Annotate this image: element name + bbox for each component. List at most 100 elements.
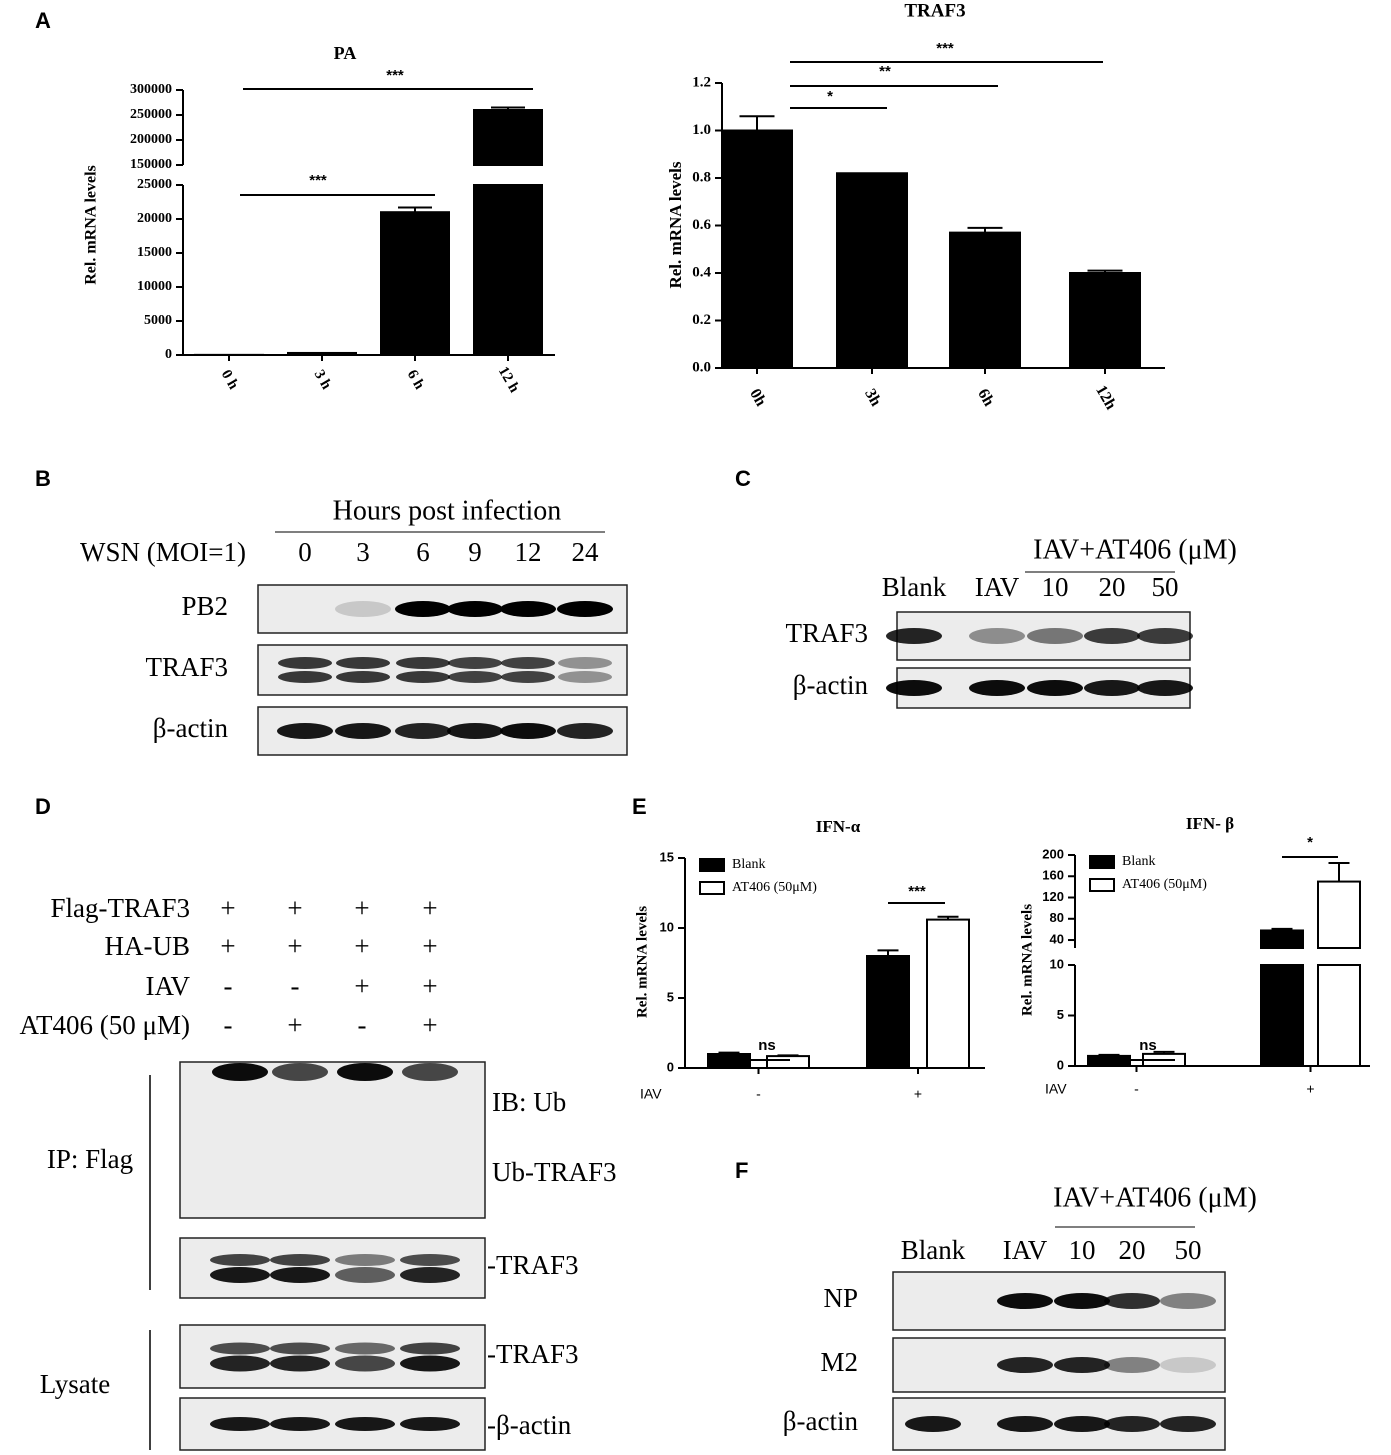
x-tick-label: -: [1134, 1081, 1139, 1097]
legend-swatch: [1089, 855, 1115, 869]
blot-band: [1054, 1416, 1110, 1432]
blot-band: [270, 1254, 330, 1266]
x-tick-label: 6h: [974, 386, 997, 409]
x-tick-label: 0 h: [218, 367, 242, 393]
blot-band: [969, 628, 1025, 644]
row-label: TRAF3: [785, 618, 868, 648]
blot-membrane: [257, 644, 628, 696]
y-tick-label: 0.8: [692, 169, 711, 185]
blot-band: [1104, 1416, 1160, 1432]
legend-label: Blank: [1122, 854, 1155, 869]
x-tick-label: +: [914, 1086, 922, 1102]
y-tick-label: 10: [660, 919, 674, 934]
y-tick-label: 200000: [130, 132, 172, 147]
row-label: β-actin: [783, 1406, 859, 1436]
significance-label: ns: [1139, 1037, 1157, 1054]
y-tick-label: 0.2: [692, 312, 711, 328]
significance-label: *: [1307, 834, 1313, 851]
group-label: Lysate: [40, 1369, 110, 1399]
chart-title: TRAF3: [904, 0, 965, 21]
treatment-label: Flag-TRAF3: [50, 893, 190, 923]
blot-band: [210, 1355, 270, 1372]
y-tick-label: 1.0: [692, 122, 711, 138]
blot-band: [997, 1357, 1053, 1373]
significance-label: **: [879, 63, 891, 80]
y-tick-label: 160: [1042, 868, 1064, 883]
blot-band: [396, 671, 450, 683]
bar: [1260, 964, 1304, 1067]
blot-band: [278, 671, 332, 683]
blot-band: [1054, 1293, 1110, 1309]
blot-band: [1084, 628, 1140, 644]
bar: [721, 129, 793, 369]
y-tick-label: 1.2: [692, 74, 711, 90]
treatment-sign: +: [422, 1010, 437, 1040]
lane-label: 9: [468, 537, 482, 567]
blot-band: [1160, 1293, 1216, 1309]
treatment-sign: +: [220, 931, 235, 961]
panel-label: E: [632, 794, 647, 819]
chart-title: IFN- β: [1186, 814, 1234, 833]
blot-header: IAV+AT406 (μM): [1033, 534, 1237, 565]
blot-band: [270, 1417, 330, 1431]
blot-band: [400, 1342, 460, 1355]
condition-label: WSN (MOI=1): [80, 537, 246, 567]
blot-band: [335, 1417, 395, 1431]
blot-band: [1027, 680, 1083, 696]
chart-title: PA: [334, 43, 357, 63]
x-tick-label: 3 h: [311, 367, 335, 393]
bar-upper: [473, 109, 543, 166]
blot-band: [997, 1293, 1053, 1309]
blot-band: [396, 657, 450, 669]
legend-swatch: [1089, 878, 1115, 892]
panel-label: D: [35, 794, 51, 819]
y-tick-label: 10: [1050, 956, 1064, 971]
y-tick-label: 150000: [130, 157, 172, 172]
blot-band: [400, 1355, 460, 1372]
band-label: -β-actin: [487, 1410, 572, 1440]
blot-band: [447, 723, 503, 739]
treatment-sign: +: [422, 893, 437, 923]
blot-band: [400, 1417, 460, 1431]
blot-band: [1160, 1416, 1216, 1432]
x-tick-label: 0h: [746, 386, 769, 409]
treatment-sign: -: [224, 1010, 233, 1040]
y-tick-label: 5: [667, 989, 674, 1004]
blot-band: [969, 680, 1025, 696]
treatment-sign: +: [422, 931, 437, 961]
treatment-sign: +: [220, 893, 235, 923]
y-axis-label: Rel. mRNA levels: [1019, 904, 1035, 1016]
blot-band: [1027, 628, 1083, 644]
y-tick-label: 40: [1050, 931, 1064, 946]
y-tick-label: 20000: [137, 211, 172, 226]
blot-band: [558, 657, 612, 669]
blot-band: [336, 671, 390, 683]
lane-label: 50: [1175, 1235, 1202, 1265]
blot-band: [1137, 628, 1193, 644]
treatment-label: HA-UB: [105, 931, 191, 961]
y-tick-label: 5000: [144, 313, 172, 328]
x-tick-label: 12h: [1092, 383, 1119, 413]
blot-band: [272, 1063, 328, 1081]
blot-band: [210, 1342, 270, 1355]
y-tick-label: 0.0: [692, 359, 711, 375]
bar: [473, 184, 543, 356]
treatment-label: IAV: [145, 971, 190, 1001]
treatment-sign: +: [287, 1010, 302, 1040]
blot-band: [270, 1267, 330, 1283]
blot-band: [400, 1267, 460, 1283]
x-axis-label: IAV: [1045, 1081, 1067, 1097]
group-label: IP: Flag: [47, 1144, 133, 1174]
blot-band: [277, 723, 333, 739]
blot-band: [335, 723, 391, 739]
blot-membrane: [179, 1061, 486, 1219]
band-label: Ub-TRAF3: [492, 1157, 617, 1187]
y-tick-label: 0: [165, 347, 172, 362]
treatment-sign: -: [224, 971, 233, 1001]
blot-band: [886, 680, 942, 696]
blot-band: [400, 1254, 460, 1266]
blot-band: [335, 1267, 395, 1283]
blot-band: [1160, 1357, 1216, 1373]
bar: [1317, 964, 1361, 1067]
blot-band: [270, 1355, 330, 1372]
